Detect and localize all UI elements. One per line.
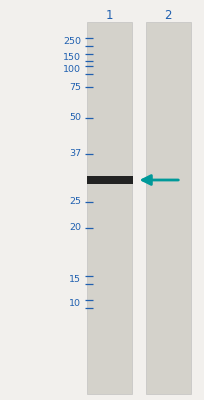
Text: 37: 37: [69, 150, 81, 158]
Bar: [145, 22, 190, 394]
Text: 150: 150: [63, 53, 81, 62]
Text: 75: 75: [69, 83, 81, 92]
Bar: [87, 22, 132, 394]
Bar: [87, 176, 132, 184]
Text: 50: 50: [69, 114, 81, 122]
Text: 250: 250: [63, 38, 81, 46]
Text: 1: 1: [105, 9, 113, 22]
Text: 20: 20: [69, 224, 81, 232]
Text: 100: 100: [63, 66, 81, 74]
Text: 2: 2: [164, 9, 171, 22]
Text: 25: 25: [69, 198, 81, 206]
Text: 15: 15: [69, 276, 81, 284]
Text: 10: 10: [69, 300, 81, 308]
